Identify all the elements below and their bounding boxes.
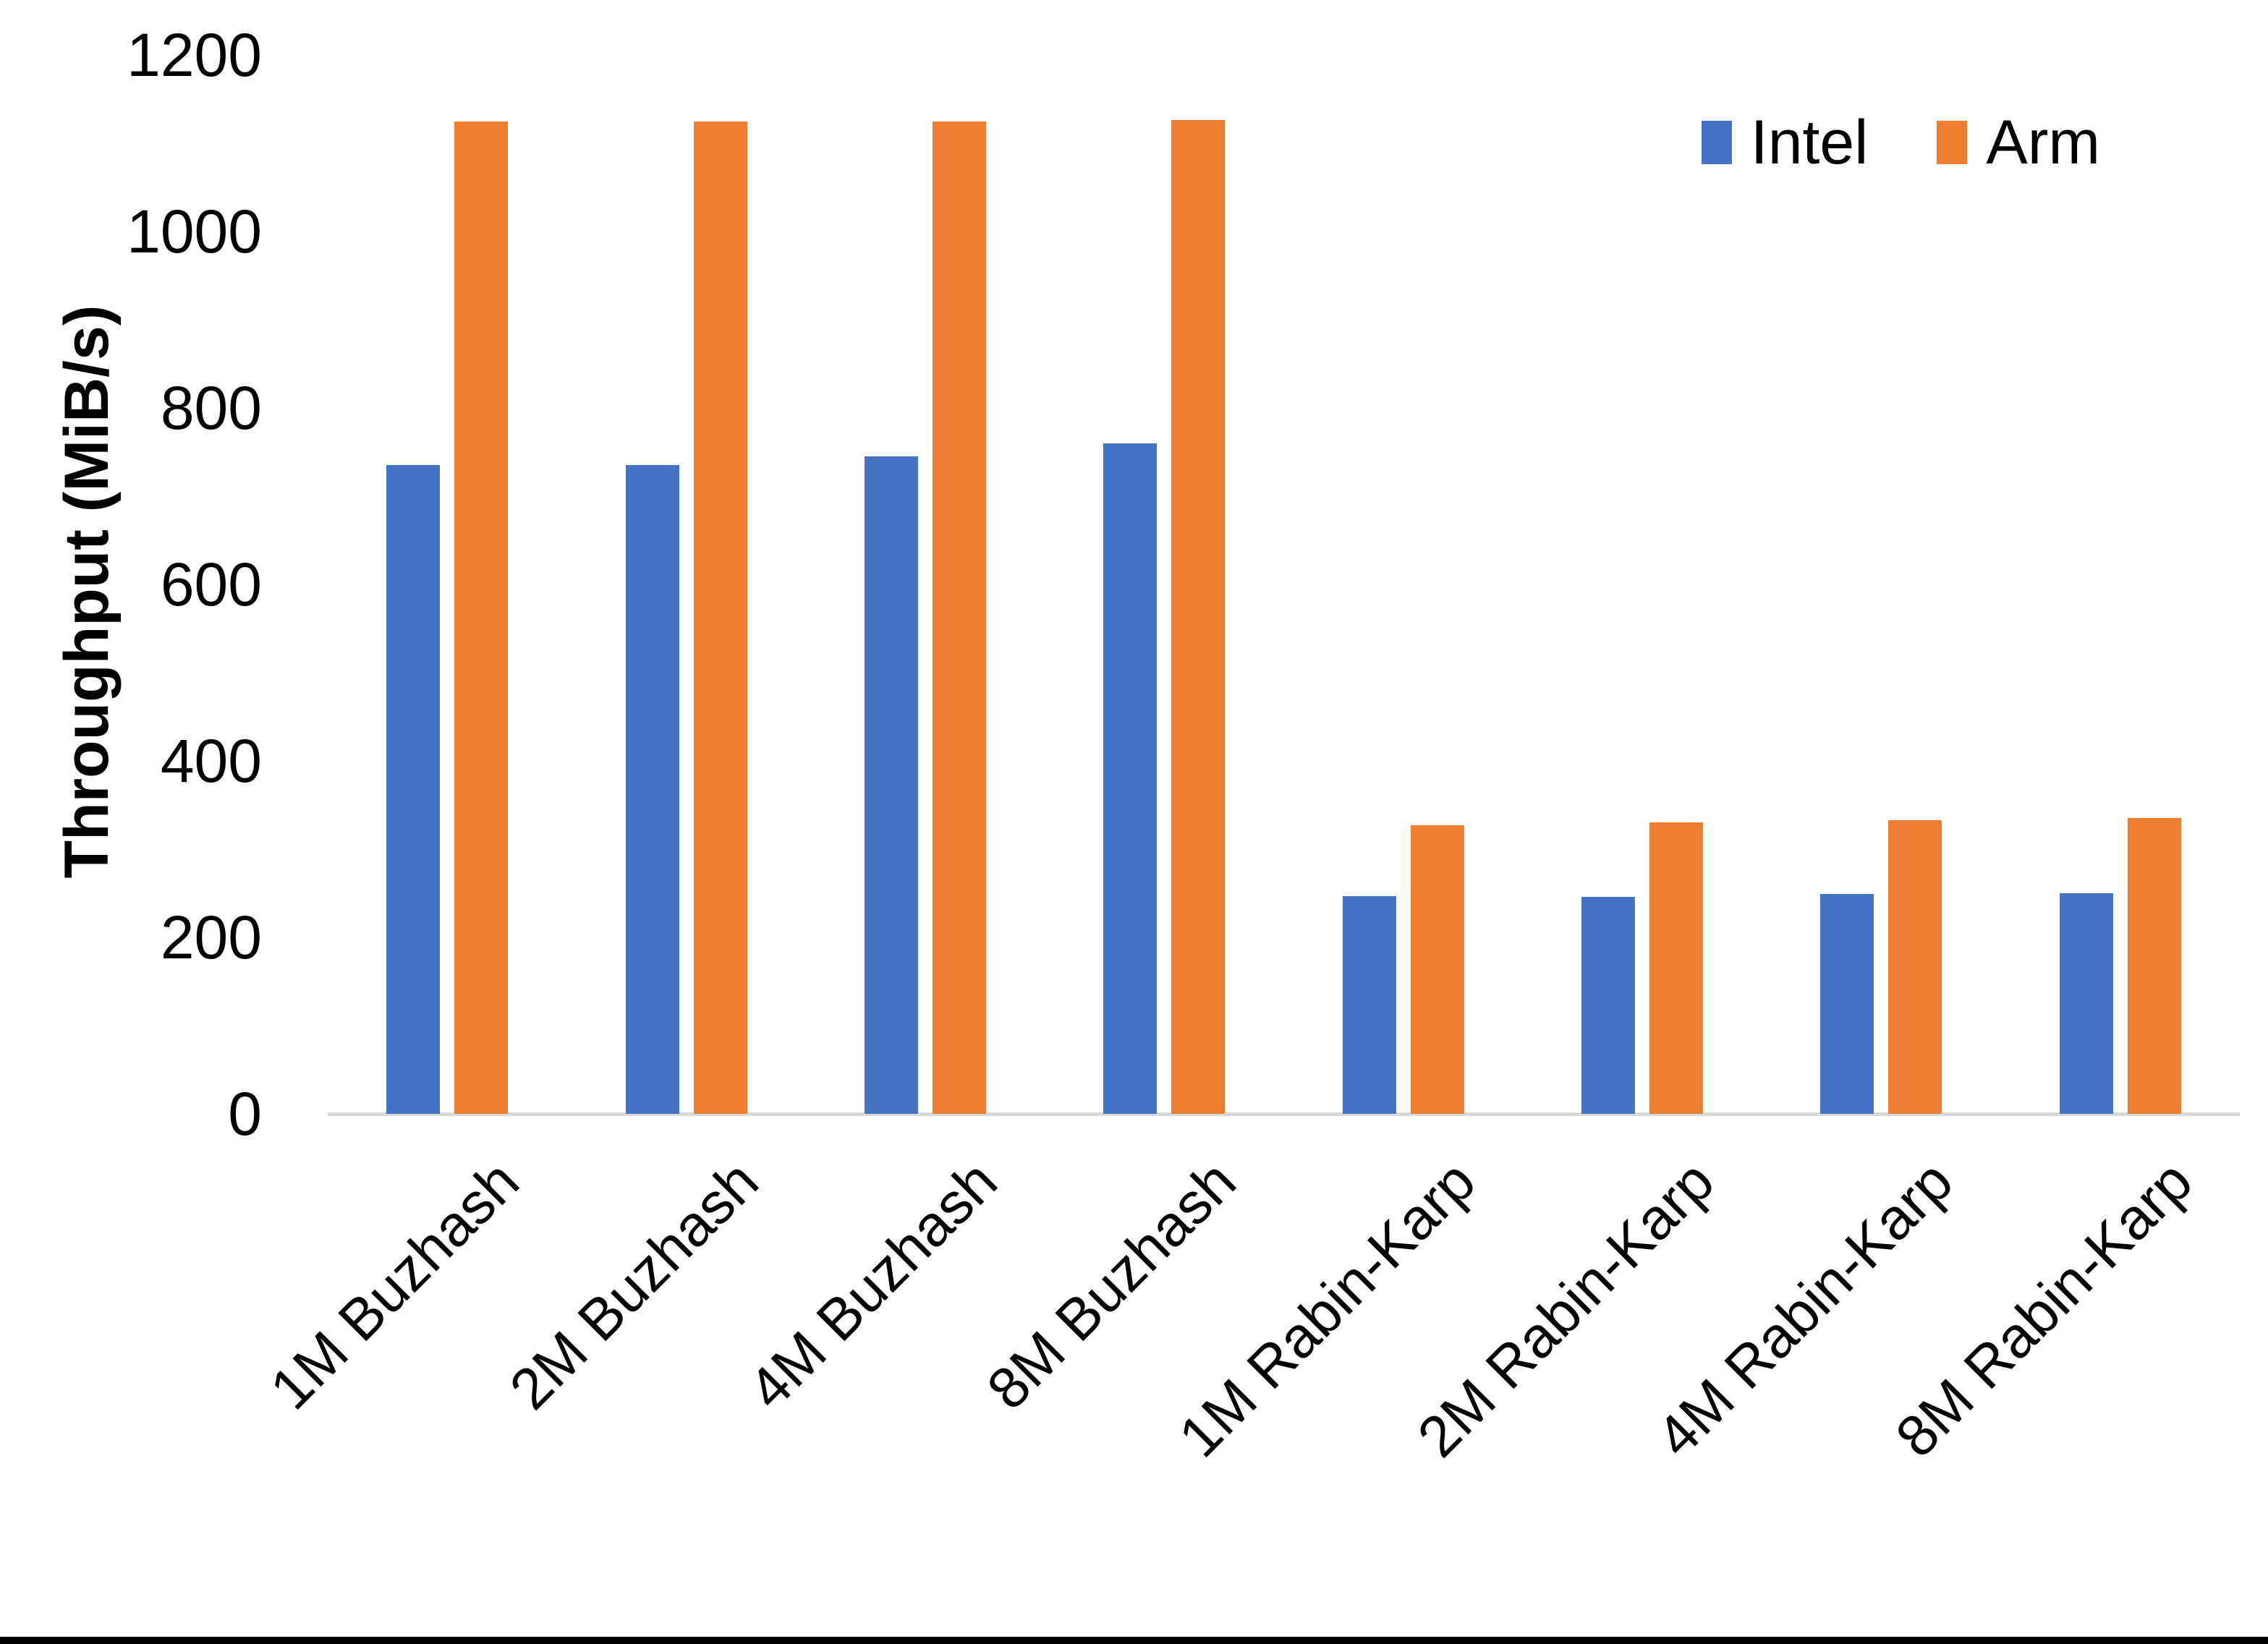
- y-tick-label: 600: [160, 550, 262, 618]
- x-category-label: 8M Buzhash: [974, 1148, 1249, 1422]
- bar-intel: [1103, 443, 1158, 1114]
- bottom-edge-border: [0, 1637, 2268, 1644]
- bar-arm: [2127, 818, 2181, 1114]
- bar-intel: [1342, 895, 1396, 1114]
- bar-arm: [1649, 822, 1704, 1114]
- bar-group-2m-buzhash: [566, 55, 805, 1114]
- bar-arm: [1888, 819, 1942, 1114]
- x-category-label: 4M Buzhash: [736, 1148, 1009, 1422]
- bar-arm: [1410, 825, 1464, 1114]
- bar-intel: [625, 465, 679, 1114]
- x-category-label: 2M Buzhash: [496, 1148, 770, 1422]
- legend-label-arm: Arm: [1986, 108, 2100, 177]
- bar-intel: [2059, 893, 2113, 1114]
- legend: Intel Arm: [1701, 108, 2100, 177]
- bar-group-2m-rabin-karp: [1523, 55, 1762, 1114]
- x-category-label: 1M Rabin-Karp: [1166, 1148, 1487, 1470]
- x-category-label: 1M Buzhash: [258, 1148, 531, 1422]
- bar-group-4m-rabin-karp: [1762, 55, 2000, 1114]
- bar-intel: [1581, 896, 1636, 1114]
- bar-arm: [454, 121, 509, 1114]
- legend-item-intel: Intel: [1701, 108, 1869, 177]
- bar-group-8m-buzhash: [1045, 55, 1283, 1114]
- bar-intel: [864, 456, 918, 1114]
- y-tick-label: 400: [160, 727, 262, 795]
- legend-swatch-arm: [1937, 121, 1968, 164]
- bar-group-4m-buzhash: [806, 55, 1045, 1114]
- bar-arm: [693, 121, 747, 1114]
- bar-intel: [1820, 894, 1874, 1114]
- y-tick-label: 0: [228, 1080, 262, 1148]
- bar-intel: [386, 465, 441, 1114]
- plot-area: [328, 55, 2240, 1114]
- bar-group-1m-rabin-karp: [1284, 55, 1523, 1114]
- x-category-label: 8M Rabin-Karp: [1883, 1148, 2204, 1470]
- x-axis-line: [328, 1112, 2240, 1116]
- bar-arm: [932, 121, 986, 1114]
- y-tick-label: 1200: [127, 21, 262, 89]
- y-tick-label: 1000: [127, 197, 262, 265]
- x-category-label: 4M Rabin-Karp: [1644, 1148, 1966, 1470]
- y-tick-label: 200: [160, 903, 262, 971]
- legend-swatch-intel: [1701, 121, 1732, 164]
- bar-group-1m-buzhash: [328, 55, 566, 1114]
- bar-group-8m-rabin-karp: [2001, 55, 2240, 1114]
- y-tick-label: 800: [160, 374, 262, 442]
- bar-arm: [1171, 120, 1226, 1114]
- x-category-label: 2M Rabin-Karp: [1405, 1148, 1726, 1470]
- legend-item-arm: Arm: [1937, 110, 2100, 175]
- legend-label-intel: Intel: [1750, 108, 1869, 177]
